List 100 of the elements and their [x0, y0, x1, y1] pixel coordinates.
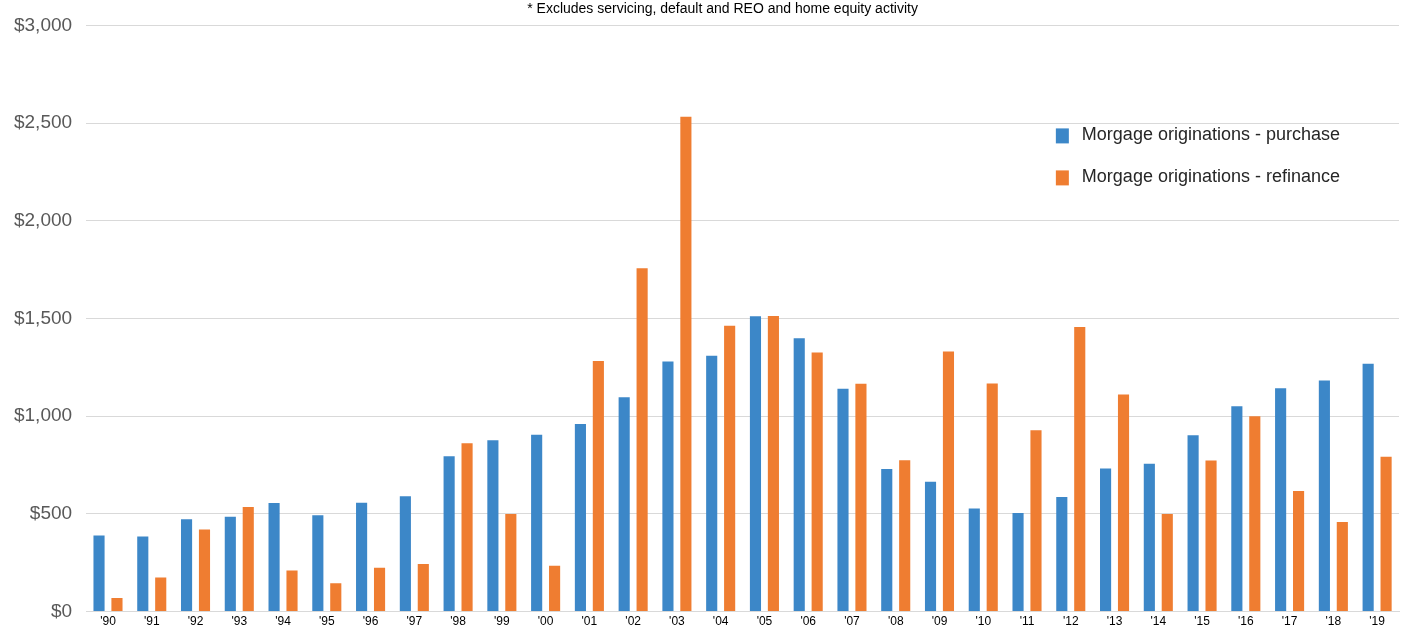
bar — [111, 597, 123, 612]
x-tick-label: '94 — [275, 614, 292, 629]
bar — [137, 536, 149, 612]
y-tick-label: $500 — [29, 502, 73, 524]
bar — [1275, 388, 1287, 612]
bar — [1161, 513, 1173, 612]
x-tick-label: '02 — [625, 614, 642, 629]
bar — [968, 508, 980, 612]
bar — [417, 564, 429, 612]
bar — [1380, 456, 1392, 612]
bar — [706, 355, 718, 612]
bar — [793, 338, 805, 612]
x-tick-label: '01 — [581, 614, 598, 629]
bar — [855, 383, 867, 612]
x-tick-label: '92 — [187, 614, 204, 629]
bar — [487, 440, 499, 612]
bar — [461, 443, 473, 612]
bar — [574, 424, 586, 612]
bar — [1074, 327, 1086, 612]
x-tick-label: '97 — [406, 614, 423, 629]
x-tick-label: '03 — [669, 614, 686, 629]
bar — [312, 515, 324, 612]
bar — [1205, 460, 1217, 612]
bar — [399, 496, 411, 612]
x-tick-label: '16 — [1238, 614, 1254, 629]
bar — [1117, 394, 1130, 612]
y-tick-label: $2,500 — [13, 111, 73, 133]
bar — [373, 567, 386, 612]
bar — [1293, 491, 1305, 612]
bar — [330, 583, 342, 612]
bar — [767, 315, 779, 612]
x-tick-label: '00 — [537, 614, 554, 629]
bar — [1249, 416, 1261, 612]
bar — [93, 535, 105, 612]
bar — [724, 325, 736, 612]
bar — [1318, 380, 1330, 612]
bar — [618, 397, 630, 612]
x-tick-label: '91 — [143, 614, 160, 629]
bar — [155, 577, 167, 612]
x-tick-label: '07 — [844, 614, 861, 629]
bar — [1187, 435, 1199, 612]
x-tick-label: '06 — [800, 614, 817, 629]
bar — [242, 507, 254, 612]
bar — [592, 360, 604, 612]
x-tick-label: '10 — [975, 614, 992, 629]
bar — [1030, 430, 1042, 612]
y-tick-label: $1,000 — [13, 404, 73, 426]
bar — [881, 468, 893, 612]
bar — [811, 352, 823, 612]
y-tick-label: $3,000 — [13, 13, 73, 35]
x-tick-label: '95 — [318, 614, 335, 629]
x-tick-label: '18 — [1325, 614, 1342, 629]
y-tick-label: $0 — [50, 599, 73, 621]
y-tick-label: $2,000 — [13, 209, 73, 231]
bar — [662, 361, 674, 612]
x-tick-label: '08 — [887, 614, 904, 629]
bar — [636, 268, 648, 612]
x-tick-label: '04 — [712, 614, 729, 629]
bar — [1056, 496, 1068, 612]
bar — [531, 434, 543, 612]
bar — [942, 351, 955, 612]
legend-label: Morgage originations - purchase — [1081, 124, 1341, 145]
text: * Excludes servicing, default and REO and home equity activity — [527, 0, 918, 16]
x-tick-label: '12 — [1062, 614, 1079, 629]
bar — [505, 513, 517, 612]
x-tick-label: '93 — [231, 614, 248, 629]
bar — [286, 570, 298, 612]
bar — [899, 460, 911, 612]
x-tick-label: '09 — [931, 614, 948, 629]
x-tick-label: '98 — [450, 614, 467, 629]
x-tick-label: '17 — [1281, 614, 1298, 629]
bar — [1100, 468, 1112, 612]
bar — [268, 502, 280, 612]
bar — [837, 388, 849, 612]
x-tick-label: '05 — [756, 614, 773, 629]
legend-label: Morgage originations - refinance — [1081, 166, 1341, 187]
bar — [1362, 363, 1374, 612]
bar — [924, 481, 937, 612]
x-tick-label: '90 — [100, 614, 117, 629]
bar — [180, 519, 193, 612]
bar — [680, 116, 692, 612]
bar — [1231, 406, 1243, 612]
x-tick-label: '99 — [494, 614, 511, 629]
bar — [1143, 463, 1155, 612]
bar — [198, 529, 211, 612]
y-tick-label: $1,500 — [13, 306, 73, 328]
bar — [549, 565, 561, 612]
bar — [356, 502, 368, 612]
bar — [986, 383, 998, 612]
bar — [749, 316, 762, 612]
bar — [443, 456, 455, 612]
bar — [224, 516, 236, 612]
x-tick-label: '14 — [1150, 614, 1167, 629]
x-tick-label: '11 — [1019, 614, 1035, 629]
x-tick-label: '15 — [1194, 614, 1211, 629]
x-tick-label: '96 — [362, 614, 379, 629]
x-tick-label: '19 — [1369, 614, 1386, 629]
bar — [1336, 522, 1348, 612]
x-tick-label: '13 — [1106, 614, 1123, 629]
bar — [1012, 512, 1024, 612]
